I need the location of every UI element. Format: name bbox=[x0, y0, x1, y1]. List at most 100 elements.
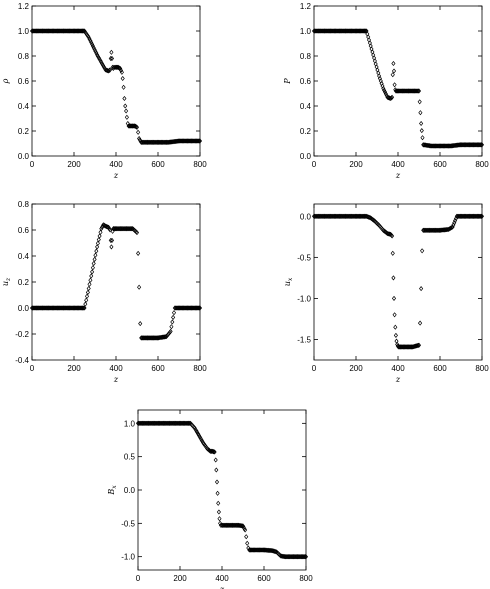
x-axis-label: z bbox=[113, 171, 119, 180]
x-tick-label: 600 bbox=[151, 364, 165, 373]
data-point bbox=[138, 321, 143, 327]
x-axis-label: z bbox=[113, 375, 119, 384]
data-point bbox=[119, 69, 124, 75]
data-point bbox=[212, 449, 217, 455]
x-tick-label: 0 bbox=[312, 160, 317, 169]
data-point bbox=[123, 103, 128, 109]
y-tick-label: 0.6 bbox=[18, 77, 30, 86]
data-point bbox=[84, 293, 90, 299]
data-point bbox=[245, 540, 250, 546]
data-point bbox=[215, 490, 220, 496]
data-point bbox=[419, 286, 424, 292]
y-tick-label: 0.0 bbox=[300, 152, 312, 161]
y-tick-label: 0.2 bbox=[18, 278, 30, 287]
data-point bbox=[124, 108, 129, 114]
y-tick-label: 0.0 bbox=[124, 486, 136, 495]
data-point bbox=[416, 342, 421, 348]
data-point bbox=[416, 342, 422, 348]
data-point bbox=[362, 213, 367, 219]
panel-1: 0 200 400 600 800 0.0 0.2 0.4 0.6 0.8 1.0 1.2 z ρ bbox=[1, 2, 207, 180]
data-point bbox=[391, 275, 396, 281]
panel-5: 0 200 400 600 800 -1.0 -0.5 0.0 0.5 1.0 z Bx bbox=[107, 409, 313, 589]
data-point bbox=[420, 135, 425, 141]
data-point bbox=[86, 285, 91, 292]
data-point bbox=[95, 240, 100, 246]
y-tick-label: 0.6 bbox=[18, 226, 30, 235]
y-axis-label: ux bbox=[283, 277, 294, 286]
x-tick-label: 0 bbox=[312, 364, 317, 373]
y-tick-label: 1.0 bbox=[18, 27, 30, 36]
y-tick-label: 0.8 bbox=[300, 52, 312, 61]
data-point bbox=[243, 527, 248, 533]
y-tick-label: -0.5 bbox=[297, 253, 311, 262]
y-tick-label: 1.0 bbox=[300, 27, 312, 36]
x-tick-label: 400 bbox=[109, 160, 123, 169]
x-tick-label: 800 bbox=[193, 364, 207, 373]
x-tick-label: 400 bbox=[391, 364, 405, 373]
data-point bbox=[90, 43, 95, 49]
data-point bbox=[419, 128, 424, 134]
data-point bbox=[417, 99, 422, 105]
data-point bbox=[419, 120, 424, 127]
data-point bbox=[94, 50, 99, 56]
data-point bbox=[362, 28, 367, 34]
data-point bbox=[171, 314, 176, 320]
y-tick-label: 0.6 bbox=[300, 77, 312, 86]
data-point bbox=[80, 28, 85, 34]
series-markers bbox=[29, 28, 203, 145]
x-tick-label: 200 bbox=[349, 160, 363, 169]
data-point bbox=[381, 85, 386, 92]
data-point bbox=[448, 225, 453, 231]
data-point bbox=[88, 277, 93, 283]
x-tick-label: 800 bbox=[193, 160, 207, 169]
x-axis-label: z bbox=[395, 171, 401, 180]
data-point bbox=[108, 67, 113, 73]
y-tick-label: 0.0 bbox=[18, 304, 30, 313]
y-tick-label: 0.2 bbox=[18, 127, 30, 136]
y-tick-label: 0.0 bbox=[300, 212, 312, 221]
y-axis-label: P bbox=[283, 78, 292, 85]
series-markers bbox=[311, 28, 485, 149]
y-tick-label: -0.2 bbox=[15, 330, 29, 339]
data-point bbox=[418, 110, 423, 116]
data-point bbox=[93, 48, 98, 54]
y-tick-label: 0.8 bbox=[18, 200, 30, 209]
data-point bbox=[86, 34, 91, 40]
data-point bbox=[82, 305, 87, 311]
y-axis-label: uz bbox=[1, 277, 12, 286]
y-tick-label: -1.0 bbox=[121, 553, 135, 562]
y-tick-label: 0.5 bbox=[124, 453, 136, 462]
y-tick-label: 1.0 bbox=[124, 419, 136, 428]
series-markers bbox=[311, 213, 485, 350]
data-point bbox=[216, 500, 221, 506]
data-point bbox=[393, 324, 398, 330]
data-point bbox=[89, 39, 94, 46]
y-tick-label: -0.4 bbox=[15, 356, 29, 365]
x-tick-label: 600 bbox=[151, 160, 165, 169]
data-point bbox=[83, 301, 88, 307]
data-point bbox=[87, 281, 92, 287]
data-point bbox=[391, 295, 397, 301]
panel-2: 0 200 400 600 800 0.0 0.2 0.4 0.6 0.8 1.0 1.2 z P bbox=[283, 2, 489, 180]
data-point bbox=[111, 65, 116, 72]
plot-frame bbox=[137, 409, 307, 571]
data-point bbox=[383, 91, 388, 97]
data-point bbox=[213, 457, 218, 463]
data-point bbox=[211, 449, 216, 455]
x-tick-label: 800 bbox=[475, 364, 489, 373]
data-point bbox=[171, 310, 177, 316]
data-point bbox=[392, 82, 397, 88]
data-point bbox=[109, 244, 114, 250]
x-tick-label: 800 bbox=[299, 574, 313, 583]
data-point bbox=[108, 227, 113, 233]
data-point bbox=[390, 250, 395, 256]
x-tick-label: 600 bbox=[257, 574, 271, 583]
data-point bbox=[84, 297, 89, 303]
data-point bbox=[91, 260, 96, 267]
x-axis-label: z bbox=[395, 375, 401, 384]
x-tick-label: 200 bbox=[349, 364, 363, 373]
x-tick-label: 600 bbox=[433, 364, 447, 373]
data-point bbox=[92, 46, 97, 53]
x-tick-label: 800 bbox=[475, 160, 489, 169]
data-point bbox=[124, 114, 129, 120]
